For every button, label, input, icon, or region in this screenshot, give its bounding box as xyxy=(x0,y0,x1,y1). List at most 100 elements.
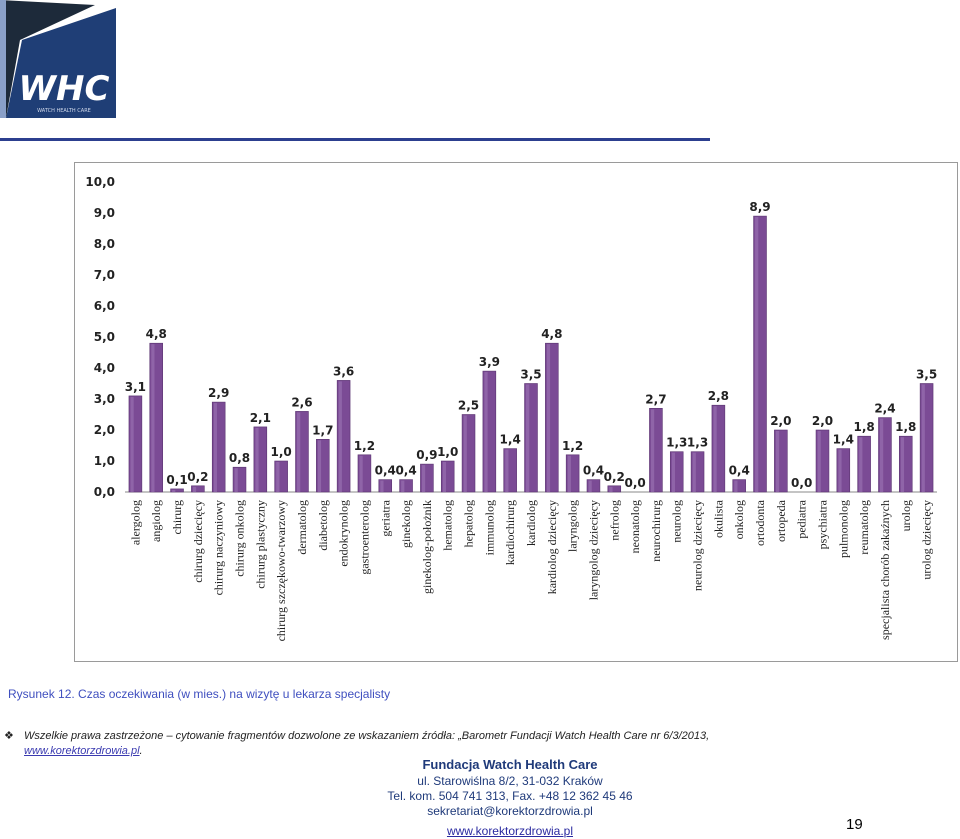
bar-highlight xyxy=(734,480,738,492)
data-label: 2,0 xyxy=(812,414,833,428)
y-tick-label: 5,0 xyxy=(94,330,115,344)
x-tick-label: hematolog xyxy=(441,500,455,551)
x-tick-label: kardiochirurg xyxy=(503,500,517,565)
bar-highlight xyxy=(276,462,280,492)
bar-highlight xyxy=(755,217,759,492)
data-label: 2,7 xyxy=(645,392,666,406)
data-label: 4,8 xyxy=(541,327,562,341)
x-tick-label: neurochirurg xyxy=(649,500,663,562)
data-label: 1,2 xyxy=(354,439,375,453)
bar-highlight xyxy=(442,462,446,492)
data-label: 1,2 xyxy=(562,439,583,453)
data-label: 4,8 xyxy=(146,327,167,341)
x-tick-label: diabetolog xyxy=(316,500,330,551)
data-label: 2,5 xyxy=(458,399,479,413)
bar-highlight xyxy=(234,468,238,492)
foundation-address: ul. Starowiślna 8/2, 31-032 Kraków xyxy=(417,774,603,788)
x-tick-label: gastroenterolog xyxy=(357,500,371,575)
data-label: 0,4 xyxy=(375,464,396,478)
foundation-contact: Fundacja Watch Health Care ul. Starowiśl… xyxy=(360,756,660,839)
x-tick-label: laryngolog xyxy=(566,500,580,552)
logo-tagline: WATCH HEALTH CARE xyxy=(37,108,91,114)
logo-text: WHC xyxy=(19,69,110,109)
foundation-website-link[interactable]: www.korektorzdrowia.pl xyxy=(446,824,574,838)
x-tick-label: neurolog dziecięcy xyxy=(691,500,705,591)
data-label: 1,3 xyxy=(687,436,708,450)
bar-highlight xyxy=(359,455,363,492)
x-tick-label: kardiolog dziecięcy xyxy=(545,500,559,594)
bar xyxy=(191,485,205,493)
page-number: 19 xyxy=(846,816,863,833)
bar-highlight xyxy=(421,465,426,492)
bar-highlight xyxy=(463,415,467,492)
y-tick-label: 7,0 xyxy=(94,268,115,282)
bar-highlight xyxy=(650,409,655,492)
data-label: 1,8 xyxy=(853,420,874,434)
source-link[interactable]: www.korektorzdrowia.pl xyxy=(24,745,140,757)
x-tick-label: pulmonolog xyxy=(836,500,850,558)
logo-blue-block xyxy=(6,8,116,118)
x-tick-label: chirurg naczyniowy xyxy=(212,500,226,595)
y-tick-label: 2,0 xyxy=(94,423,115,437)
bar-highlight xyxy=(317,440,322,492)
diamond-bullet-icon: ❖ xyxy=(4,730,14,742)
data-label: 0,9 xyxy=(416,448,437,462)
data-label: 0,2 xyxy=(187,470,208,484)
data-label: 8,9 xyxy=(749,200,770,214)
bar-highlight xyxy=(401,480,405,492)
x-tick-label: reumatolog xyxy=(857,500,871,555)
x-tick-label: geriatra xyxy=(378,499,392,536)
bar-highlight xyxy=(609,486,613,492)
x-tick-label: endokrynolog xyxy=(337,500,351,567)
bar-highlight xyxy=(567,455,571,492)
foundation-name: Fundacja Watch Health Care xyxy=(422,757,598,772)
data-label: 2,8 xyxy=(708,389,729,403)
data-label: 0,0 xyxy=(791,476,812,490)
bar-highlight xyxy=(526,384,530,492)
logo-dark-wedge xyxy=(0,0,95,118)
bar-highlight xyxy=(297,412,301,492)
bar-highlight xyxy=(900,437,905,492)
bar-highlight xyxy=(255,427,259,492)
data-label: 0,0 xyxy=(624,476,645,490)
y-tick-label: 9,0 xyxy=(94,206,115,220)
x-tick-label: neurolog xyxy=(670,500,684,543)
bar-highlight xyxy=(838,449,842,492)
x-tick-label: okulista xyxy=(711,499,725,538)
x-tick-label: chirurg onkolog xyxy=(233,500,247,577)
bar-highlight xyxy=(192,486,197,492)
x-tick-label: chirurg szczękowo-twarzowy xyxy=(274,500,288,641)
bar-highlight xyxy=(484,372,488,492)
bar-highlight xyxy=(588,480,592,492)
x-tick-label: hepatolog xyxy=(462,500,476,547)
bar-highlight xyxy=(151,344,155,492)
y-tick-label: 10,0 xyxy=(85,175,115,189)
data-label: 1,0 xyxy=(437,445,458,459)
bar-highlight xyxy=(172,489,176,492)
bar xyxy=(607,485,622,493)
data-label: 0,8 xyxy=(229,451,250,465)
y-tick-label: 1,0 xyxy=(94,454,115,468)
y-tick-label: 8,0 xyxy=(94,237,115,251)
data-label: 3,9 xyxy=(479,355,500,369)
figure-caption: Rysunek 12. Czas oczekiwania (w mies.) n… xyxy=(8,687,391,701)
x-tick-label: nefrolog xyxy=(607,500,621,541)
chart-frame: 0,0 1,0 2,0 3,0 4,0 5,0 6,0 7,0 8,0 9,0 10,0 3,1 ale… xyxy=(74,162,958,662)
x-tick-label: ginekolog-położnik xyxy=(420,500,434,594)
data-label: 2,9 xyxy=(208,386,229,400)
copyright-text: Wszelkie prawa zastrzeżone – cytowanie f… xyxy=(24,730,710,742)
foundation-phone: Tel. kom. 504 741 313, Fax. +48 12 362 4… xyxy=(387,789,633,803)
bar-highlight xyxy=(505,449,509,492)
data-label: 2,4 xyxy=(874,402,895,416)
data-label: 0,1 xyxy=(166,473,187,487)
copyright-suffix: . xyxy=(139,745,143,757)
data-label: 1,8 xyxy=(895,420,916,434)
bar-highlight xyxy=(859,437,863,492)
data-label: 2,6 xyxy=(291,395,312,409)
bar-highlight xyxy=(671,452,676,492)
x-tick-label: pediatra xyxy=(795,499,809,538)
bar-highlight xyxy=(775,431,780,492)
data-label: 2,0 xyxy=(770,414,791,428)
x-tick-label: neonatolog xyxy=(628,500,642,553)
x-tick-label: ginekolog xyxy=(399,500,413,548)
